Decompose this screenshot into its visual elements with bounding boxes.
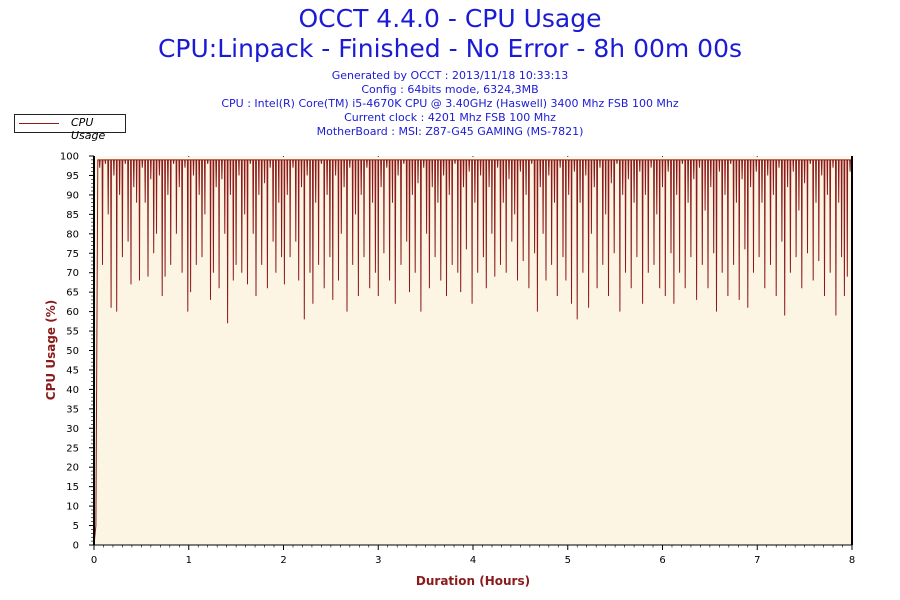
y-tick-label-15: 15 (66, 482, 79, 493)
chart-legend: CPU Usage (14, 114, 126, 142)
y-axis-label: CPU Usage (%) (44, 300, 58, 400)
x-axis-label: Duration (Hours) (416, 574, 530, 588)
y-tick-label-30: 30 (66, 424, 79, 435)
series-line-cpu-usage (93, 159, 852, 546)
y-tick-label-75: 75 (66, 249, 79, 260)
x-tick-label-3: 3 (375, 555, 381, 566)
y-axis-ticks: 0 5 10 15 20 25 30 35 40 45 50 55 60 65 70 75 80 85 90 95 10… (60, 152, 94, 552)
y-tick-label-50: 50 (66, 346, 79, 357)
y-tick-label-40: 40 (66, 385, 79, 396)
y-tick-label-55: 55 (66, 327, 79, 338)
info-clock: Current clock : 4201 Mhz FSB 100 Mhz (344, 111, 556, 124)
y-tick-label-60: 60 (66, 307, 79, 318)
x-tick-label-6: 6 (659, 555, 665, 566)
y-tick-label-95: 95 (66, 171, 79, 182)
y-tick-label-85: 85 (66, 210, 79, 221)
x-tick-label-2: 2 (280, 555, 286, 566)
y-tick-label-5: 5 (73, 521, 79, 532)
x-axis-ticks: 0 1 2 3 4 5 6 7 8 (91, 545, 855, 566)
y-tick-label-90: 90 (66, 190, 79, 201)
x-tick-label-0: 0 (91, 555, 97, 566)
chart-title: OCCT 4.4.0 - CPU Usage (298, 4, 602, 33)
x-tick-label-1: 1 (186, 555, 192, 566)
x-tick-label-7: 7 (754, 555, 760, 566)
x-tick-label-8: 8 (849, 555, 855, 566)
y-tick-label-0: 0 (73, 541, 79, 552)
y-tick-label-80: 80 (66, 229, 79, 240)
y-tick-label-20: 20 (66, 463, 79, 474)
info-generated: Generated by OCCT : 2013/11/18 10:33:13 (331, 69, 569, 82)
info-motherboard: MotherBoard : MSI: Z87-G45 GAMING (MS-78… (316, 125, 584, 138)
series-area-cpu-usage (94, 159, 852, 545)
x-tick-label-5: 5 (565, 555, 571, 566)
x-tick-label-4: 4 (470, 555, 476, 566)
legend-swatch (19, 123, 59, 124)
y-tick-label-100: 100 (60, 152, 79, 163)
y-tick-label-70: 70 (66, 268, 79, 279)
info-config: Config : 64bits mode, 6324,3MB (361, 83, 539, 96)
info-cpu: CPU : Intel(R) Core(TM) i5-4670K CPU @ 3… (221, 97, 679, 110)
y-tick-label-10: 10 (66, 502, 79, 513)
y-tick-label-65: 65 (66, 288, 79, 299)
chart-subtitle: CPU:Linpack - Finished - No Error - 8h 0… (157, 34, 743, 63)
y-tick-label-35: 35 (66, 404, 79, 415)
y-tick-label-25: 25 (66, 443, 79, 454)
legend-label: CPU Usage (71, 116, 106, 142)
y-tick-label-45: 45 (66, 365, 79, 376)
